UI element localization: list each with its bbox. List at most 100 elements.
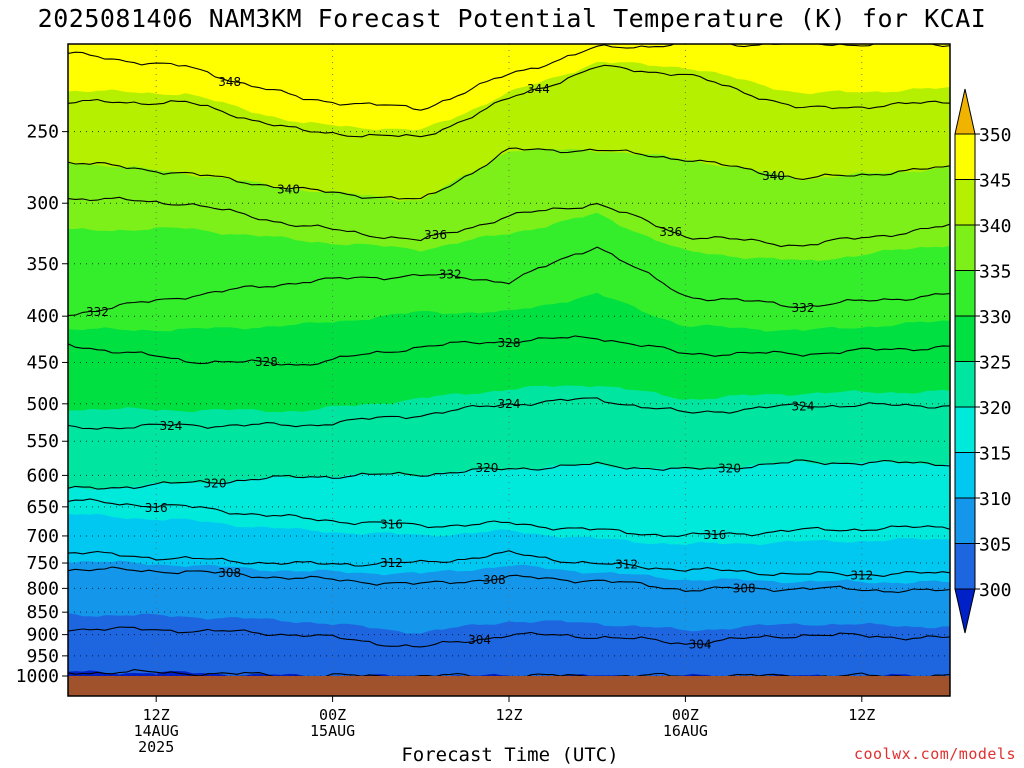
fill-band-below-300 [68, 670, 929, 676]
colorbar-label-330: 330 [979, 307, 1012, 328]
colorbar-segment-350 [954, 133, 976, 180]
colorbar: 350 345 340 335 330 325 320 315 310 305 300 [954, 88, 1012, 634]
contour-label-308: 308 [218, 566, 241, 580]
contour-label-332: 332 [86, 305, 109, 319]
contour-label-328: 328 [498, 336, 521, 350]
y-tick-label-900: 900 [26, 625, 59, 646]
contour-label-304: 304 [689, 638, 712, 652]
colorbar-label-345: 345 [979, 171, 1012, 192]
y-tick-label-500: 500 [26, 394, 59, 415]
colorbar-arrow-top [954, 88, 976, 135]
isentrope-324 [68, 397, 950, 430]
y-tick-label-800: 800 [26, 578, 59, 599]
colorbar-segment-330 [954, 315, 976, 362]
x-tick-label-30-0: 12Z [495, 706, 522, 724]
contour-label-344: 344 [527, 82, 550, 96]
isentrope-300 [68, 669, 950, 676]
y-tick-label-550: 550 [26, 431, 59, 452]
contour-label-320: 320 [475, 461, 498, 475]
contour-label-316: 316 [703, 528, 726, 542]
contour-label-316: 316 [380, 518, 403, 532]
x-tick-label-42-1: 16AUG [663, 722, 708, 740]
colorbar-label-320: 320 [979, 398, 1012, 419]
contour-label-316: 316 [145, 501, 168, 515]
isentrope-312 [68, 550, 950, 577]
contour-label-312: 312 [850, 568, 873, 582]
colorbar-arrow-bottom [954, 588, 976, 634]
colorbar-label-340: 340 [979, 216, 1012, 237]
contour-label-340: 340 [277, 182, 300, 196]
contour-label-312: 312 [615, 558, 638, 572]
contour-label-332: 332 [439, 268, 462, 282]
y-tick-label-250: 250 [26, 122, 59, 143]
ground-layer [68, 676, 950, 696]
x-tick-label-18-0: 00Z [319, 706, 346, 724]
contour-label-320: 320 [204, 477, 227, 491]
isentrope-320 [68, 459, 950, 490]
contour-label-312: 312 [380, 556, 403, 570]
isentrope-contours [68, 44, 950, 676]
y-tick-label-850: 850 [26, 602, 59, 623]
y-tick-label-950: 950 [26, 646, 59, 667]
contour-label-324: 324 [792, 400, 815, 414]
isentrope-336 [68, 196, 950, 248]
colorbar-segment-340 [954, 224, 976, 271]
colorbar-label-315: 315 [979, 444, 1012, 465]
colorbar-label-300: 300 [979, 580, 1012, 601]
contour-label-336: 336 [424, 228, 447, 242]
y-tick-label-650: 650 [26, 497, 59, 518]
contour-label-320: 320 [718, 462, 741, 476]
colorbar-segment-305 [954, 543, 976, 590]
y-tick-label-350: 350 [26, 254, 59, 275]
x-tick-label-6-1: 14AUG [134, 722, 179, 740]
colorbar-segment-320 [954, 406, 976, 453]
x-tick-label-54-0: 12Z [848, 706, 875, 724]
y-axis: 2503003504004505005506006507007508008509… [16, 122, 68, 687]
colorbar-segment-335 [954, 270, 976, 317]
y-tick-label-1000: 1000 [16, 666, 59, 687]
y-tick-label-600: 600 [26, 465, 59, 486]
colorbar-segment-325 [954, 361, 976, 408]
colorbar-label-350: 350 [979, 125, 1012, 146]
y-tick-label-450: 450 [26, 352, 59, 373]
contour-label-332: 332 [792, 301, 815, 315]
colorbar-label-335: 335 [979, 262, 1012, 283]
contour-label-324: 324 [159, 419, 182, 433]
chart-title: 2025081406 NAM3KM Forecast Potential Tem… [37, 4, 987, 33]
colorbar-label-325: 325 [979, 353, 1012, 374]
isentrope-340 [68, 147, 950, 200]
contour-label-324: 324 [498, 397, 521, 411]
isentrope-308 [68, 566, 950, 594]
x-axis-label: Forecast Time (UTC) [401, 744, 619, 766]
credit-link[interactable]: coolwx.com/models [853, 745, 1016, 763]
colorbar-segment-315 [954, 452, 976, 499]
contour-label-348: 348 [218, 75, 241, 89]
x-tick-label-42-0: 00Z [672, 706, 699, 724]
colorbar-label-310: 310 [979, 489, 1012, 510]
isentrope-344 [68, 64, 950, 138]
y-tick-label-400: 400 [26, 306, 59, 327]
contour-label-308: 308 [483, 573, 506, 587]
contour-label-308: 308 [733, 581, 756, 595]
isentrope-348 [68, 44, 950, 111]
y-tick-label-750: 750 [26, 553, 59, 574]
colorbar-segment-310 [954, 497, 976, 544]
x-tick-label-6-0: 12Z [143, 706, 170, 724]
colorbar-label-305: 305 [979, 535, 1012, 556]
contour-label-304: 304 [468, 633, 491, 647]
isentrope-328 [68, 335, 950, 366]
colorbar-segment-345 [954, 179, 976, 226]
contour-labels: 348 344 340 340 336 336 332 332 332 328 328 324 324 3… [86, 75, 873, 652]
contour-label-340: 340 [762, 169, 785, 183]
contour-label-328: 328 [255, 355, 278, 369]
x-tick-label-6-2: 2025 [138, 738, 174, 756]
y-tick-label-300: 300 [26, 193, 59, 214]
isentrope-332 [68, 246, 950, 317]
isentrope-304 [68, 626, 950, 648]
isentrope-316 [68, 498, 950, 537]
contour-label-336: 336 [659, 225, 682, 239]
y-tick-label-700: 700 [26, 526, 59, 547]
x-tick-label-18-1: 15AUG [310, 722, 355, 740]
